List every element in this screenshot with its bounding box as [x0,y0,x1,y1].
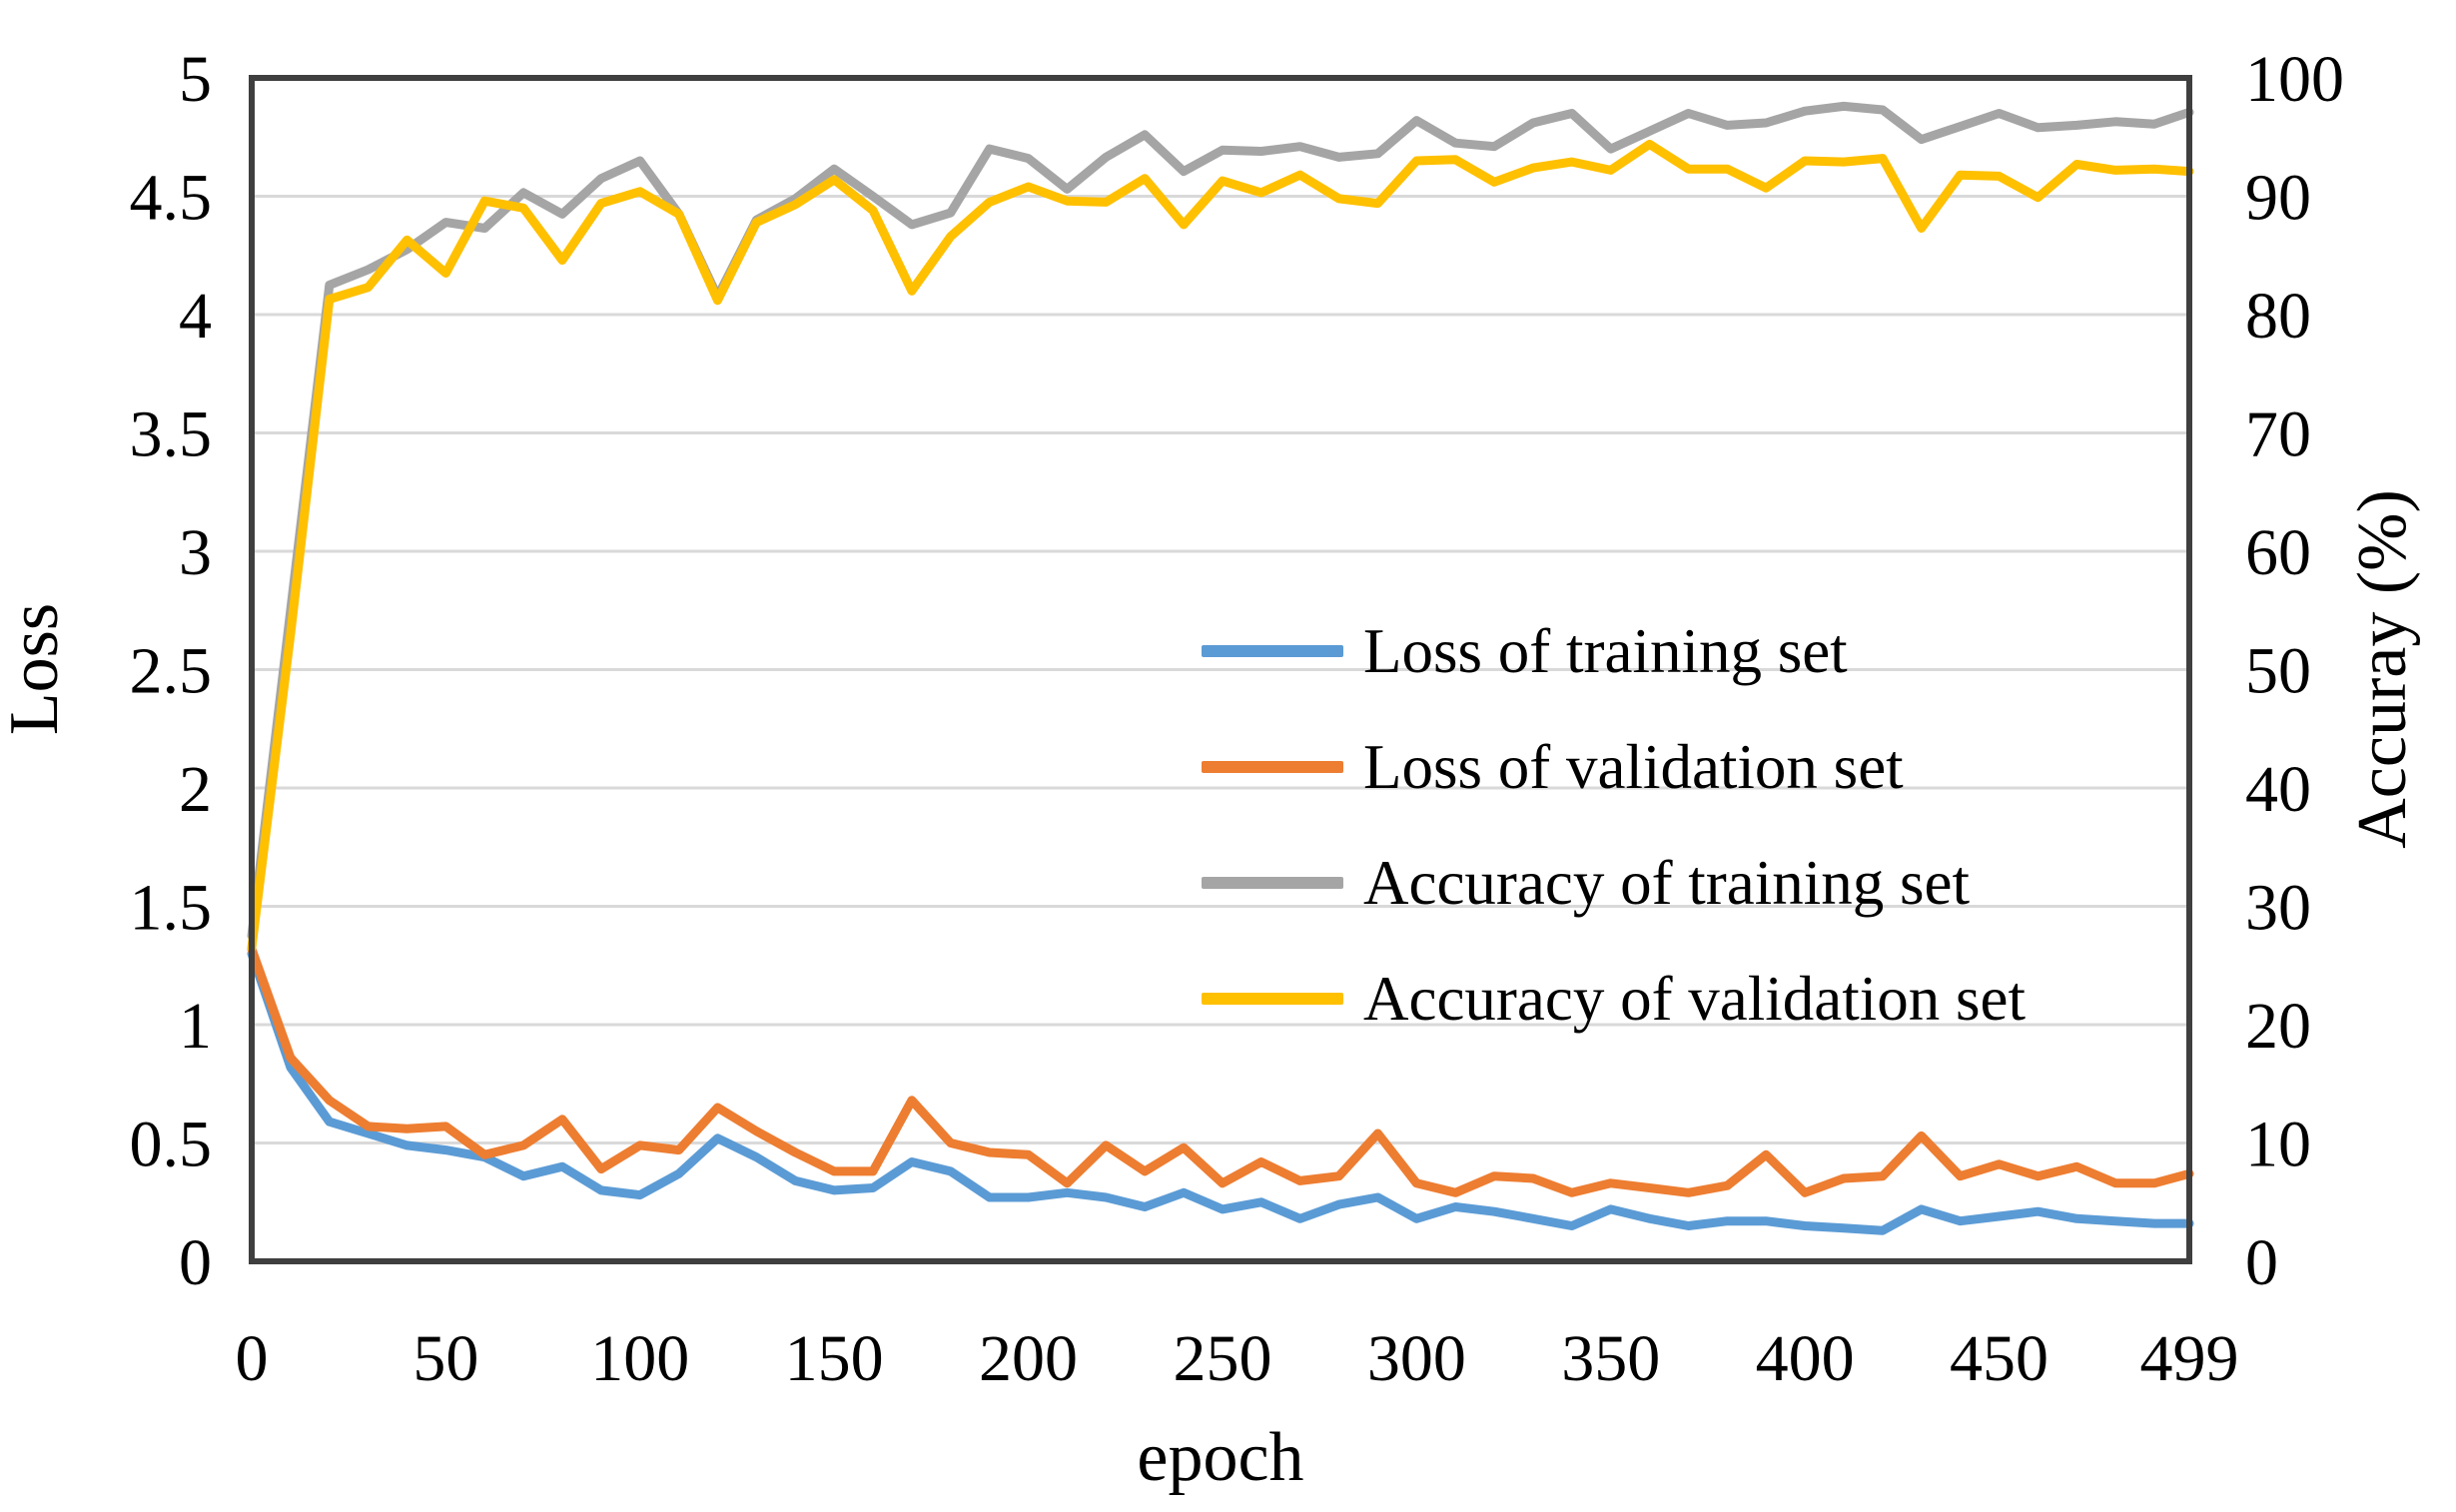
y-right-axis-title: Accuray (%) [2344,489,2421,849]
series-line-accuracy-of-validation-set [247,139,2194,953]
y-left-tick-label: 1.5 [130,872,213,945]
y-left-tick-label: 3 [179,516,212,589]
y-right-tick-label: 20 [2245,990,2311,1063]
plot-frame [249,75,2192,1264]
legend-label: Loss of training set [1363,615,1848,686]
series-lines [247,101,2194,1235]
legend-item: Loss of training set [1202,593,2026,709]
y-left-axis-title: Loss [0,603,73,735]
y-right-tick-label: 80 [2245,280,2311,353]
gridlines [252,195,2189,1144]
x-tick-label: 50 [412,1322,478,1395]
x-tick-label: 200 [979,1322,1078,1395]
x-tick-label: 150 [785,1322,884,1395]
series-line-loss-of-training-set [247,949,2194,1235]
y-right-tick-label: 50 [2245,635,2311,708]
y-left-tick-label: 4 [179,280,212,353]
x-tick-label: 400 [1756,1322,1855,1395]
y-left-tick-label: 4.5 [130,162,213,235]
y-left-tick-label: 3.5 [130,398,213,471]
y-left-tick-label: 0.5 [130,1109,213,1181]
legend-label: Accuracy of training set [1363,847,1970,918]
y-left-tick-label: 2.5 [130,635,213,708]
series-line-accuracy-of-training-set [247,101,2194,941]
x-tick-label: 0 [236,1322,269,1395]
y-right-tick-label: 0 [2245,1226,2278,1299]
legend-line-sample-loss-validation [1202,761,1343,773]
legend-label: Accuracy of validation set [1363,963,2026,1034]
legend: Loss of training set Loss of validation … [1202,593,2026,1057]
legend-line-sample-accuracy-training [1202,877,1343,889]
y-left-tick-label: 5 [179,43,212,116]
x-tick-label: 350 [1561,1322,1660,1395]
tick-labels: 00.511.522.533.544.550102030405060708090… [130,43,2345,1395]
y-right-tick-label: 100 [2245,43,2344,116]
legend-item: Loss of validation set [1202,709,2026,825]
x-axis-title: epoch [1137,1419,1303,1496]
y-right-tick-label: 90 [2245,162,2311,235]
x-tick-label: 300 [1367,1322,1466,1395]
y-right-tick-label: 40 [2245,753,2311,826]
legend-item: Accuracy of validation set [1202,941,2026,1057]
y-left-tick-label: 2 [179,753,212,826]
legend-line-sample-loss-training [1202,645,1343,657]
x-tick-label: 100 [590,1322,689,1395]
y-right-tick-label: 30 [2245,872,2311,945]
x-tick-label: 499 [2140,1322,2239,1395]
y-left-tick-label: 0 [179,1226,212,1299]
legend-line-sample-accuracy-validation [1202,993,1343,1005]
y-left-tick-label: 1 [179,990,212,1063]
x-tick-label: 450 [1950,1322,2048,1395]
legend-label: Loss of validation set [1363,731,1904,802]
y-right-tick-label: 60 [2245,516,2311,589]
y-right-tick-label: 10 [2245,1109,2311,1181]
x-tick-label: 250 [1173,1322,1271,1395]
legend-item: Accuracy of training set [1202,825,2026,941]
y-right-tick-label: 70 [2245,398,2311,471]
series-line-loss-of-validation-set [247,944,2194,1197]
